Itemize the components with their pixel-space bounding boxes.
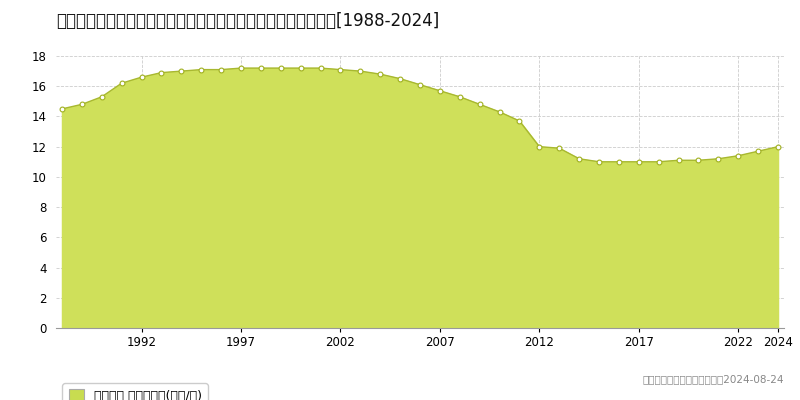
Text: （Ｃ）土地価格ドットコム　2024-08-24: （Ｃ）土地価格ドットコム 2024-08-24 [642,374,784,384]
Point [652,158,665,165]
Point [513,118,526,124]
Point [175,68,188,74]
Point [434,88,446,94]
Point [553,145,566,151]
Legend: 地価公示 平均啶単価(万円/啶): 地価公示 平均啶単価(万円/啶) [62,383,208,400]
Point [135,74,148,80]
Point [314,65,327,71]
Point [214,66,227,73]
Point [493,109,506,115]
Point [573,156,586,162]
Point [593,158,606,165]
Point [354,68,366,74]
Point [95,94,108,100]
Point [254,65,267,71]
Point [474,101,486,108]
Point [274,65,287,71]
Point [155,70,168,76]
Point [454,94,466,100]
Text: 佐賀県鳥栖市加藤田町２丁目１５０番７　地価公示　地価推移[1988-2024]: 佐賀県鳥栖市加藤田町２丁目１５０番７ 地価公示 地価推移[1988-2024] [56,12,439,30]
Point [772,144,785,150]
Point [55,106,68,112]
Point [414,82,426,88]
Point [75,101,88,108]
Point [613,158,626,165]
Point [234,65,247,71]
Point [195,66,208,73]
Point [294,65,307,71]
Point [692,157,705,164]
Point [732,152,745,159]
Point [672,157,685,164]
Point [115,80,128,86]
Point [374,71,386,77]
Point [752,148,765,154]
Point [533,144,546,150]
Point [334,66,347,73]
Point [394,76,406,82]
Point [712,156,725,162]
Point [632,158,645,165]
